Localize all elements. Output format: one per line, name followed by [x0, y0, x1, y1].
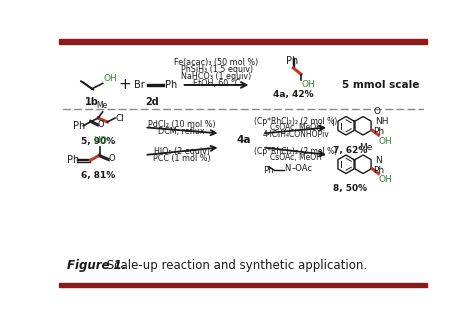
- Text: Ph: Ph: [373, 166, 384, 175]
- Text: PCC (1 mol %): PCC (1 mol %): [153, 154, 210, 163]
- Text: CsOAc, MeOH: CsOAc, MeOH: [270, 153, 321, 162]
- Text: 6, 81%: 6, 81%: [81, 171, 115, 180]
- Text: O: O: [374, 108, 381, 116]
- Text: OH: OH: [379, 175, 392, 184]
- Text: DCM, reflux: DCM, reflux: [158, 127, 205, 136]
- Text: Ph: Ph: [286, 57, 298, 67]
- Text: Me: Me: [96, 101, 108, 110]
- Text: I: I: [331, 119, 334, 128]
- Text: Figure 1.: Figure 1.: [67, 259, 126, 272]
- Text: +: +: [118, 78, 131, 92]
- Text: PhSiH₃ (1.5 equiv): PhSiH₃ (1.5 equiv): [181, 65, 253, 74]
- Text: NH: NH: [375, 118, 389, 126]
- Text: EtOH, 60 °C: EtOH, 60 °C: [193, 79, 240, 88]
- Text: OH: OH: [103, 74, 117, 83]
- Text: –OAc: –OAc: [292, 164, 313, 173]
- Text: Ph: Ph: [73, 121, 85, 131]
- Text: O: O: [109, 154, 116, 163]
- Text: Br: Br: [134, 80, 145, 90]
- Text: CsOAc, MeOH: CsOAc, MeOH: [270, 123, 321, 132]
- Text: 8, 50%: 8, 50%: [333, 184, 367, 193]
- Text: Ph: Ph: [373, 128, 384, 136]
- Text: 5, 90%: 5, 90%: [81, 137, 115, 146]
- Text: O: O: [98, 120, 105, 129]
- Text: Me: Me: [359, 143, 373, 152]
- Bar: [59, 39, 427, 44]
- Text: OH: OH: [379, 137, 392, 146]
- Text: (Cp*RhCl₂)₂ (2 mol %): (Cp*RhCl₂)₂ (2 mol %): [254, 117, 337, 126]
- Text: Scale-up reaction and synthetic application.: Scale-up reaction and synthetic applicat…: [103, 259, 367, 272]
- Text: Fe(acac)₃ (50 mol %): Fe(acac)₃ (50 mol %): [174, 58, 259, 67]
- Text: 4a, 42%: 4a, 42%: [273, 89, 314, 99]
- Text: NaHCO₃ (1 equiv): NaHCO₃ (1 equiv): [182, 72, 252, 81]
- Text: 5 mmol scale: 5 mmol scale: [342, 80, 419, 90]
- Text: Ph: Ph: [164, 80, 177, 90]
- Text: N: N: [375, 156, 382, 165]
- Text: N: N: [284, 164, 291, 173]
- Text: HIO₅ (2 equiv): HIO₅ (2 equiv): [154, 147, 210, 156]
- Text: Cl: Cl: [115, 114, 124, 122]
- Text: 7, 62%: 7, 62%: [333, 146, 367, 155]
- Bar: [59, 283, 427, 287]
- Text: (Cp*RhCl₂)₂ (2 mol %): (Cp*RhCl₂)₂ (2 mol %): [254, 147, 337, 156]
- Text: HO: HO: [93, 136, 107, 145]
- Text: PdCl₂ (10 mol %): PdCl₂ (10 mol %): [148, 120, 216, 129]
- Text: Ph: Ph: [67, 155, 79, 165]
- Text: 2d: 2d: [146, 97, 159, 107]
- Text: Ph: Ph: [263, 166, 274, 175]
- Text: 4a: 4a: [237, 135, 251, 145]
- Text: 4-IC₆H₄CONHOPiv: 4-IC₆H₄CONHOPiv: [262, 130, 329, 140]
- Text: 1b: 1b: [85, 97, 99, 107]
- Text: OH: OH: [302, 80, 316, 89]
